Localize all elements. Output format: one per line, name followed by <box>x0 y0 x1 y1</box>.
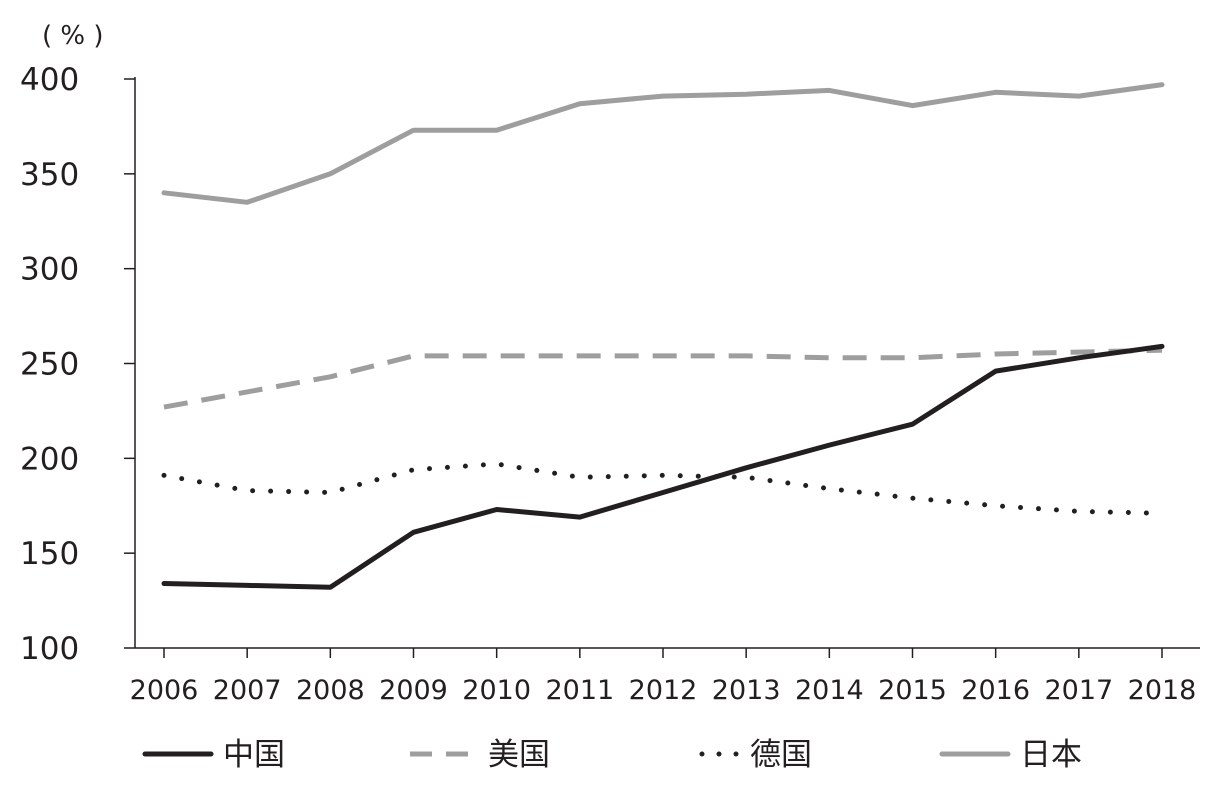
x-tick-label: 2008 <box>296 675 365 706</box>
x-tick-label: 2012 <box>629 675 698 706</box>
x-tick-label: 2011 <box>545 675 614 706</box>
x-tick-label: 2007 <box>213 675 282 706</box>
legend-item: 日本 <box>939 737 1082 773</box>
series-line-3 <box>161 461 1165 516</box>
x-tick-label: 2013 <box>712 675 781 706</box>
series-line-4 <box>161 82 1165 205</box>
y-tick-label: 300 <box>20 252 79 288</box>
x-tick-label: 2015 <box>878 675 947 706</box>
y-tick-label: 100 <box>20 631 79 667</box>
series-layer <box>161 82 1165 590</box>
x-tick-label: 2017 <box>1044 675 1113 706</box>
y-tick-label: 150 <box>20 536 79 572</box>
series-line-1 <box>161 343 1165 590</box>
y-tick-label: 350 <box>20 157 79 193</box>
x-tick-label: 2009 <box>379 675 448 706</box>
legend-label: 日本 <box>1020 737 1082 773</box>
y-tick-label: 200 <box>20 441 79 477</box>
legend-item: 中国 <box>142 737 285 773</box>
x-tick-label: 2016 <box>961 675 1030 706</box>
legend-label: 德国 <box>750 737 812 773</box>
series-line-2 <box>163 347 1163 410</box>
axes: 100 150 200 250 300 350 400 2006 2007 2008 2009 201… <box>20 62 1200 706</box>
legend-label: 美国 <box>488 737 550 773</box>
y-tick-label: 250 <box>20 347 79 383</box>
x-tick-label: 2018 <box>1128 675 1197 706</box>
x-tick-label: 2006 <box>130 675 199 706</box>
legend-label: 中国 <box>223 737 285 773</box>
x-tick-label: 2014 <box>795 675 864 706</box>
legend: 中国 美国 德国 日本 <box>142 737 1082 773</box>
x-tick-label: 2010 <box>462 675 531 706</box>
y-axis-unit-label: ( % ) <box>42 21 104 51</box>
legend-item: 美国 <box>410 737 550 773</box>
legend-item: 德国 <box>699 737 812 773</box>
y-tick-label: 400 <box>20 62 79 98</box>
